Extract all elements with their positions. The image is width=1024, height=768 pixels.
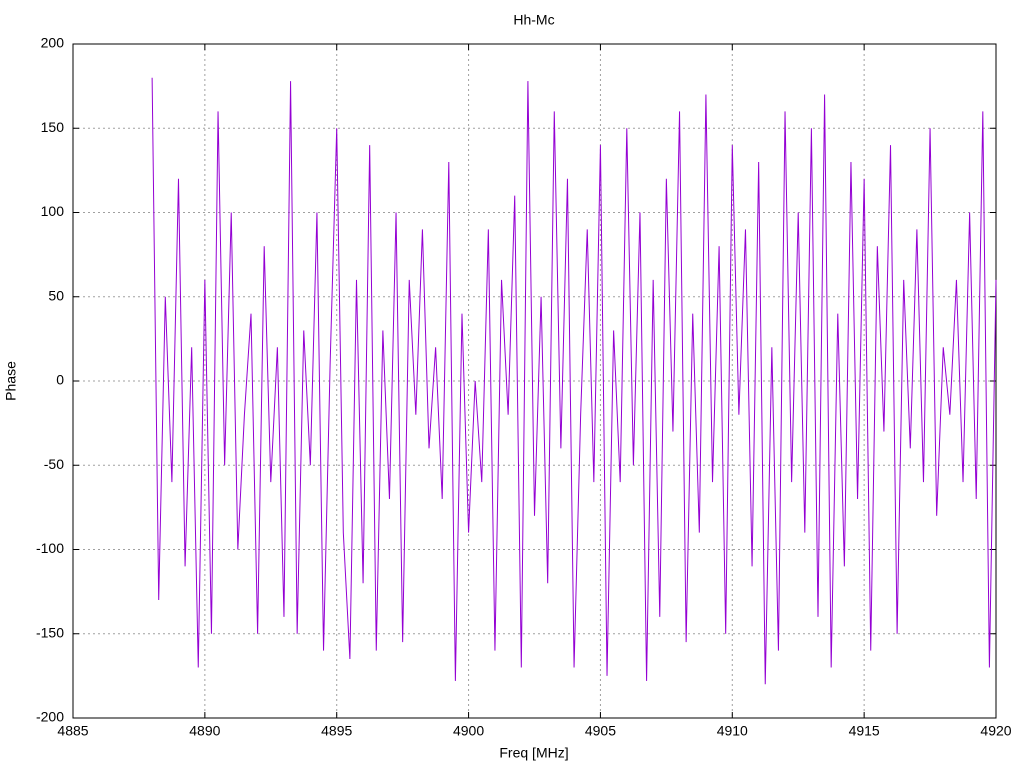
x-tick-label: 4905 [585,723,616,739]
x-tick-label: 4895 [321,723,352,739]
y-tick-label: -50 [44,456,64,472]
y-tick-label: 50 [48,287,64,303]
x-tick-label: 4915 [849,723,880,739]
data-line [151,77,997,685]
y-tick-label: -200 [36,709,64,725]
y-tick-label: 0 [56,372,64,388]
x-tick-label: 4885 [57,723,88,739]
x-tick-label: 4890 [189,723,220,739]
x-axis-label: Freq [MHz] [499,745,568,761]
y-tick-label: 100 [41,203,65,219]
y-tick-label: -150 [36,624,64,640]
y-axis-label: Phase [3,361,19,401]
x-tick-label: 4900 [453,723,484,739]
x-tick-label: 4910 [717,723,748,739]
plot-frame [72,43,997,719]
y-tick-label: -100 [36,540,64,556]
y-tick-label: 150 [41,119,65,135]
x-tick-label: 4920 [980,723,1011,739]
chart-title: Hh-Mc [513,12,554,28]
y-tick-label: 200 [41,35,65,51]
